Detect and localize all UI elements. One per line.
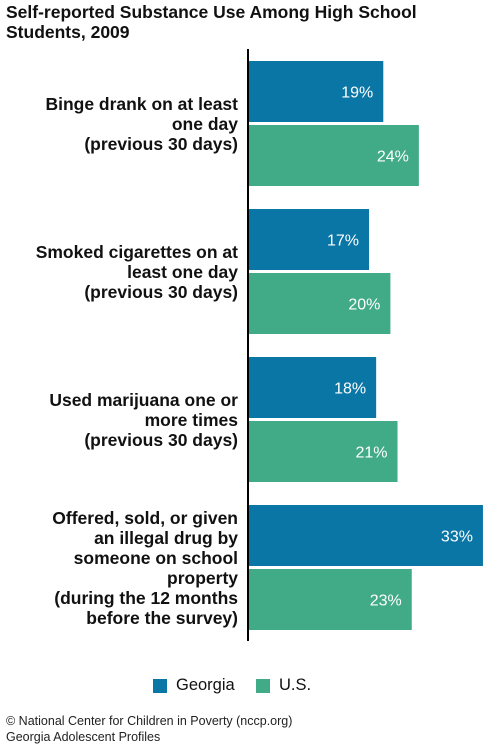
category-label-3-line-0: Offered, sold, or given	[52, 507, 238, 528]
bar-us-2	[248, 421, 398, 482]
category-label-3-line-5: before the survey)	[86, 607, 238, 628]
category-label-3-line-1: an illegal drug by	[94, 527, 238, 548]
data-label-us-1: 20%	[348, 297, 380, 314]
bar-georgia-0	[248, 61, 384, 122]
chart-title-line-2: Students, 2009	[6, 22, 130, 42]
data-label-us-3: 23%	[370, 593, 402, 610]
bar-us-0	[248, 125, 419, 186]
category-label-1-line-0: Smoked cigarettes on at	[35, 241, 238, 262]
bar-georgia-3	[248, 505, 483, 566]
category-label-2: Used marijuana one or more times (previous…	[49, 390, 238, 450]
category-label-3-line-4: (during the 12 months	[54, 587, 238, 608]
bar-georgia-1	[248, 209, 370, 270]
data-label-us-2: 21%	[355, 445, 387, 462]
category-label-2-line-1: more times	[144, 409, 238, 430]
legend-swatch-us	[256, 678, 270, 693]
category-label-1-line-2: (previous 30 days)	[84, 281, 238, 302]
bar-georgia-2	[248, 357, 377, 418]
category-label-0-line-1: one day	[171, 113, 238, 134]
legend-item-us: U.S.	[256, 676, 311, 695]
data-label-georgia-2: 18%	[334, 381, 366, 398]
data-label-georgia-3: 33%	[441, 529, 473, 546]
footer: © National Center for Children in Povert…	[6, 713, 292, 745]
legend-swatch-georgia	[153, 678, 167, 693]
category-label-2-line-2: (previous 30 days)	[84, 429, 238, 450]
category-label-0: Binge drank on at least one day (previous …	[45, 94, 238, 154]
footer-source: Georgia Adolescent Profiles	[6, 730, 161, 744]
chart-title: Self-reported Substance Use Among High S…	[6, 2, 492, 42]
data-label-georgia-0: 19%	[341, 85, 373, 102]
category-label-2-line-0: Used marijuana one or	[49, 389, 238, 410]
category-label-1-line-1: least one day	[127, 261, 238, 282]
bar-us-3	[248, 569, 412, 630]
data-label-us-0: 24%	[377, 149, 409, 166]
category-label-3-line-2: someone on school	[73, 547, 238, 568]
footer-copyright: © National Center for Children in Povert…	[6, 714, 293, 728]
legend-label-georgia: Georgia	[176, 676, 235, 694]
category-label-3-line-3: property	[167, 567, 238, 588]
category-label-0-line-0: Binge drank on at least	[45, 93, 238, 114]
chart-title-line-1: Self-reported Substance Use Among High S…	[6, 2, 417, 22]
bar-us-1	[248, 273, 391, 334]
legend: Georgia U.S.	[0, 676, 498, 698]
category-label-1: Smoked cigarettes on at least one day (pre…	[36, 242, 238, 302]
legend-item-georgia: Georgia	[153, 676, 235, 695]
data-label-georgia-1: 17%	[327, 233, 359, 250]
legend-label-us: U.S.	[279, 676, 312, 694]
category-label-3: Offered, sold, or given an illegal drug b…	[52, 508, 238, 628]
category-label-0-line-2: (previous 30 days)	[84, 133, 238, 154]
